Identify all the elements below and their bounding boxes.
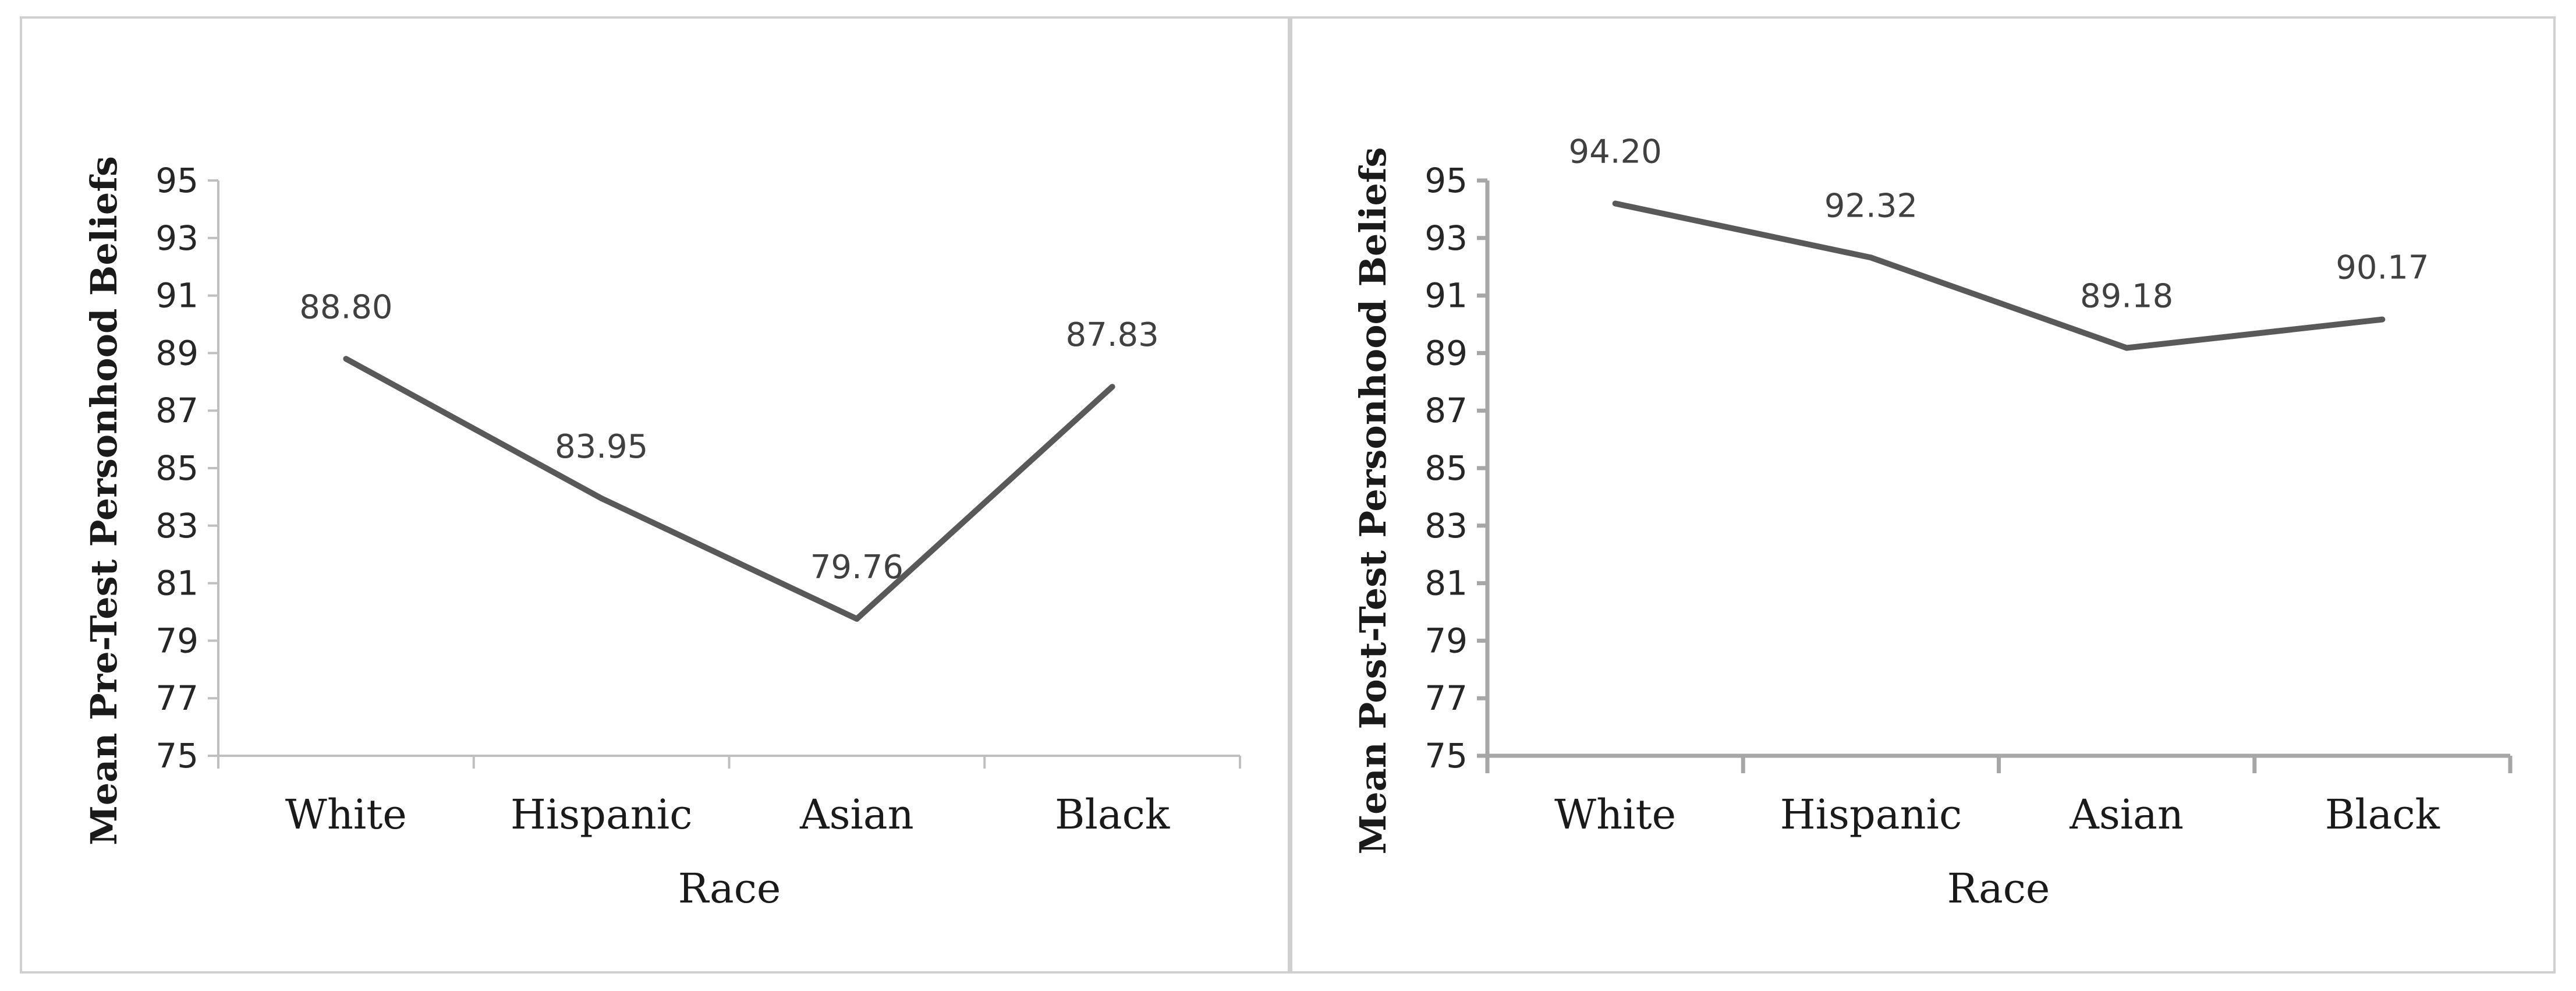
y-tick-label: 81 — [1425, 564, 1468, 603]
data-point-hispanic — [1868, 254, 1874, 261]
data-labels: 88.80 83.95 79.76 87.83 — [299, 288, 1159, 586]
data-point-black — [2379, 316, 2386, 323]
data-label: 83.95 — [555, 428, 648, 466]
y-tick-label: 83 — [1425, 506, 1468, 546]
y-ticks: 75 77 79 81 83 85 87 89 91 93 95 — [1425, 161, 1490, 776]
y-tick-label: 89 — [155, 333, 199, 373]
y-tick-label: 79 — [1425, 621, 1468, 660]
y-tick-label: 75 — [155, 736, 199, 776]
y-tick-label: 93 — [1425, 218, 1468, 258]
data-point-asian — [853, 615, 860, 622]
y-axis-title: Mean Post-Test Personhood Beliefs — [1352, 147, 1394, 855]
y-tick-label: 89 — [1425, 333, 1468, 373]
y-ticks: 75 77 79 81 83 85 87 89 91 93 95 — [155, 161, 219, 776]
data-point-black — [1109, 384, 1115, 390]
right-panel-frame — [1290, 16, 2556, 974]
y-tick-label: 81 — [155, 564, 199, 603]
y-tick-label: 83 — [155, 506, 199, 546]
category-labels: White Hispanic Asian Black — [1554, 791, 2440, 838]
data-label: 88.80 — [299, 288, 392, 326]
y-tick-label: 87 — [155, 391, 199, 430]
y-tick-label: 93 — [155, 218, 199, 258]
left-panel-frame — [20, 16, 1290, 974]
y-tick-label: 91 — [155, 276, 199, 316]
y-tick-label: 77 — [155, 678, 199, 718]
data-labels: 94.20 92.32 89.18 90.17 — [1568, 133, 2429, 316]
y-tick-label: 87 — [1425, 391, 1468, 430]
y-tick-label: 85 — [1425, 448, 1468, 488]
series-line — [344, 356, 1114, 622]
data-label: 89.18 — [2080, 278, 2173, 316]
x-axis — [217, 755, 1241, 769]
x-category-label: Asian — [799, 791, 914, 838]
x-category-label: White — [1554, 791, 1676, 838]
data-label: 87.83 — [1065, 316, 1158, 354]
y-tick-label: 95 — [1425, 161, 1468, 200]
category-labels: White Hispanic Asian Black — [285, 791, 1170, 838]
chart-pre-test: 75 77 79 81 83 85 87 89 91 93 95 88.80 83.95 79.76 87… — [83, 156, 1241, 912]
data-point-white — [343, 356, 349, 362]
x-category-label: White — [285, 791, 407, 838]
data-point-asian — [2124, 345, 2130, 351]
data-label: 79.76 — [810, 548, 903, 586]
y-tick-label: 95 — [155, 161, 199, 200]
x-category-label: Hispanic — [1780, 791, 1962, 838]
data-label: 92.32 — [1824, 187, 1918, 225]
y-tick-label: 85 — [155, 448, 199, 488]
data-point-white — [1612, 200, 1618, 207]
chart-post-test: 75 77 79 81 83 85 87 89 91 93 95 94.20 92.32 89.18 90… — [1352, 133, 2513, 912]
x-category-label: Black — [1055, 791, 1170, 838]
x-axis-title: Race — [678, 865, 781, 912]
data-label: 90.17 — [2336, 249, 2429, 287]
data-point-hispanic — [598, 495, 605, 501]
y-tick-label: 79 — [155, 621, 199, 660]
x-axis-title: Race — [1947, 865, 2050, 912]
x-axis — [1485, 753, 2513, 773]
x-category-label: Asian — [2069, 791, 2184, 838]
series-line — [1614, 200, 2383, 351]
x-category-label: Hispanic — [511, 791, 693, 838]
y-tick-label: 75 — [1425, 736, 1468, 776]
data-label: 94.20 — [1568, 133, 1661, 171]
y-tick-label: 77 — [1425, 678, 1468, 718]
y-axis-title: Mean Pre-Test Personhood Beliefs — [83, 156, 125, 845]
y-tick-label: 91 — [1425, 276, 1468, 316]
x-category-label: Black — [2325, 791, 2440, 838]
